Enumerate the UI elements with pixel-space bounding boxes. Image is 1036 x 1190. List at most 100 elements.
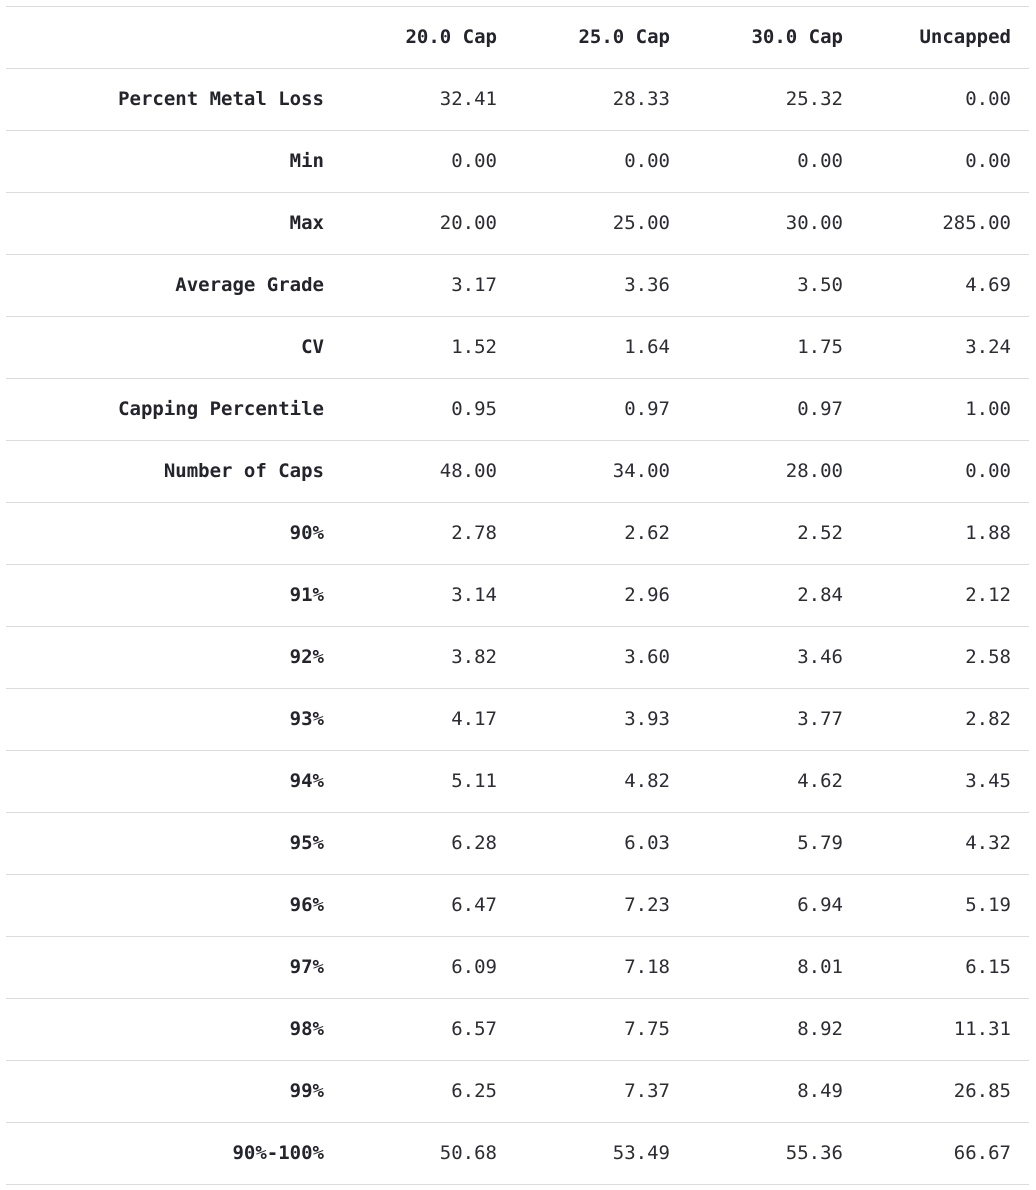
row-label: 96%	[289, 894, 324, 916]
table-cell: 5.79	[797, 832, 843, 854]
capping-statistics-table: 20.0 Cap 25.0 Cap 30.0 Cap Uncapped Perc…	[6, 6, 1029, 1185]
row-label: Capping Percentile	[118, 398, 324, 420]
table-cell: 7.23	[624, 894, 670, 916]
table-cell: 8.01	[797, 956, 843, 978]
column-header-uncapped: Uncapped	[919, 26, 1011, 48]
table-cell: 6.94	[797, 894, 843, 916]
table-cell: 3.60	[624, 646, 670, 668]
capping-statistics-table-container: 20.0 Cap 25.0 Cap 30.0 Cap Uncapped Perc…	[6, 6, 1029, 1185]
column-header-20-cap: 20.0 Cap	[405, 26, 497, 48]
table-row: Max 20.00 25.00 30.00 285.00	[6, 193, 1029, 255]
table-row: Number of Caps 48.00 34.00 28.00 0.00	[6, 441, 1029, 503]
table-cell: 1.00	[965, 398, 1011, 420]
table-cell: 2.78	[451, 522, 497, 544]
table-cell: 26.85	[953, 1080, 1011, 1102]
table-cell: 3.36	[624, 274, 670, 296]
table-cell: 25.00	[612, 212, 670, 234]
row-label: 94%	[289, 770, 324, 792]
table-cell: 4.32	[965, 832, 1011, 854]
row-label: Number of Caps	[163, 460, 324, 482]
table-cell: 7.18	[624, 956, 670, 978]
column-header-30-cap: 30.0 Cap	[751, 26, 843, 48]
table-cell: 3.24	[965, 336, 1011, 358]
table-row: Percent Metal Loss 32.41 28.33 25.32 0.00	[6, 69, 1029, 131]
table-cell: 7.37	[624, 1080, 670, 1102]
table-cell: 3.45	[965, 770, 1011, 792]
table-row: 95% 6.28 6.03 5.79 4.32	[6, 813, 1029, 875]
table-row: 91% 3.14 2.96 2.84 2.12	[6, 565, 1029, 627]
header-row: 20.0 Cap 25.0 Cap 30.0 Cap Uncapped	[6, 6, 1029, 69]
table-cell: 4.17	[451, 708, 497, 730]
table-cell: 6.03	[624, 832, 670, 854]
row-label: 90%	[289, 522, 324, 544]
table-cell: 3.77	[797, 708, 843, 730]
row-label: 98%	[289, 1018, 324, 1040]
table-cell: 0.97	[797, 398, 843, 420]
table-cell: 1.64	[624, 336, 670, 358]
table-cell: 3.93	[624, 708, 670, 730]
table-cell: 6.15	[965, 956, 1011, 978]
table-cell: 0.00	[965, 88, 1011, 110]
table-cell: 55.36	[785, 1142, 843, 1164]
table-cell: 30.00	[785, 212, 843, 234]
table-cell: 53.49	[612, 1142, 670, 1164]
table-cell: 2.58	[965, 646, 1011, 668]
table-row: 94% 5.11 4.82 4.62 3.45	[6, 751, 1029, 813]
table-cell: 25.32	[785, 88, 843, 110]
column-header-25-cap: 25.0 Cap	[578, 26, 670, 48]
table-cell: 5.19	[965, 894, 1011, 916]
table-cell: 285.00	[942, 212, 1011, 234]
table-cell: 3.50	[797, 274, 843, 296]
table-cell: 3.46	[797, 646, 843, 668]
table-cell: 48.00	[439, 460, 497, 482]
table-row: 97% 6.09 7.18 8.01 6.15	[6, 937, 1029, 999]
table-cell: 8.49	[797, 1080, 843, 1102]
table-cell: 0.00	[797, 150, 843, 172]
table-cell: 0.95	[451, 398, 497, 420]
table-row: Average Grade 3.17 3.36 3.50 4.69	[6, 255, 1029, 317]
table-row: 93% 4.17 3.93 3.77 2.82	[6, 689, 1029, 751]
table-cell: 6.09	[451, 956, 497, 978]
table-cell: 3.17	[451, 274, 497, 296]
table-row: 98% 6.57 7.75 8.92 11.31	[6, 999, 1029, 1061]
table-cell: 0.00	[451, 150, 497, 172]
row-label: 99%	[289, 1080, 324, 1102]
table-cell: 7.75	[624, 1018, 670, 1040]
row-label: 95%	[289, 832, 324, 854]
table-cell: 4.82	[624, 770, 670, 792]
row-label: Max	[289, 212, 324, 234]
table-cell: 4.69	[965, 274, 1011, 296]
table-cell: 2.52	[797, 522, 843, 544]
table-cell: 1.88	[965, 522, 1011, 544]
table-body: Percent Metal Loss 32.41 28.33 25.32 0.00 Min…	[6, 69, 1029, 1185]
table-cell: 6.28	[451, 832, 497, 854]
row-label: 92%	[289, 646, 324, 668]
table-cell: 34.00	[612, 460, 670, 482]
table-cell: 28.00	[785, 460, 843, 482]
row-label: CV	[301, 336, 324, 358]
table-cell: 2.96	[624, 584, 670, 606]
table-cell: 2.12	[965, 584, 1011, 606]
table-row: 99% 6.25 7.37 8.49 26.85	[6, 1061, 1029, 1123]
row-label: Percent Metal Loss	[118, 88, 324, 110]
table-cell: 2.84	[797, 584, 843, 606]
table-cell: 8.92	[797, 1018, 843, 1040]
table-cell: 11.31	[953, 1018, 1011, 1040]
table-cell: 20.00	[439, 212, 497, 234]
table-row: CV 1.52 1.64 1.75 3.24	[6, 317, 1029, 379]
table-row: 90% 2.78 2.62 2.52 1.88	[6, 503, 1029, 565]
table-cell: 6.25	[451, 1080, 497, 1102]
table-header: 20.0 Cap 25.0 Cap 30.0 Cap Uncapped	[6, 6, 1029, 69]
table-cell: 6.57	[451, 1018, 497, 1040]
table-cell: 2.62	[624, 522, 670, 544]
table-row: 92% 3.82 3.60 3.46 2.58	[6, 627, 1029, 689]
table-cell: 28.33	[612, 88, 670, 110]
table-row: 90%-100% 50.68 53.49 55.36 66.67	[6, 1123, 1029, 1185]
row-label: 97%	[289, 956, 324, 978]
table-cell: 1.52	[451, 336, 497, 358]
table-cell: 5.11	[451, 770, 497, 792]
table-cell: 0.00	[965, 150, 1011, 172]
table-cell: 4.62	[797, 770, 843, 792]
table-cell: 0.00	[624, 150, 670, 172]
table-cell: 3.82	[451, 646, 497, 668]
